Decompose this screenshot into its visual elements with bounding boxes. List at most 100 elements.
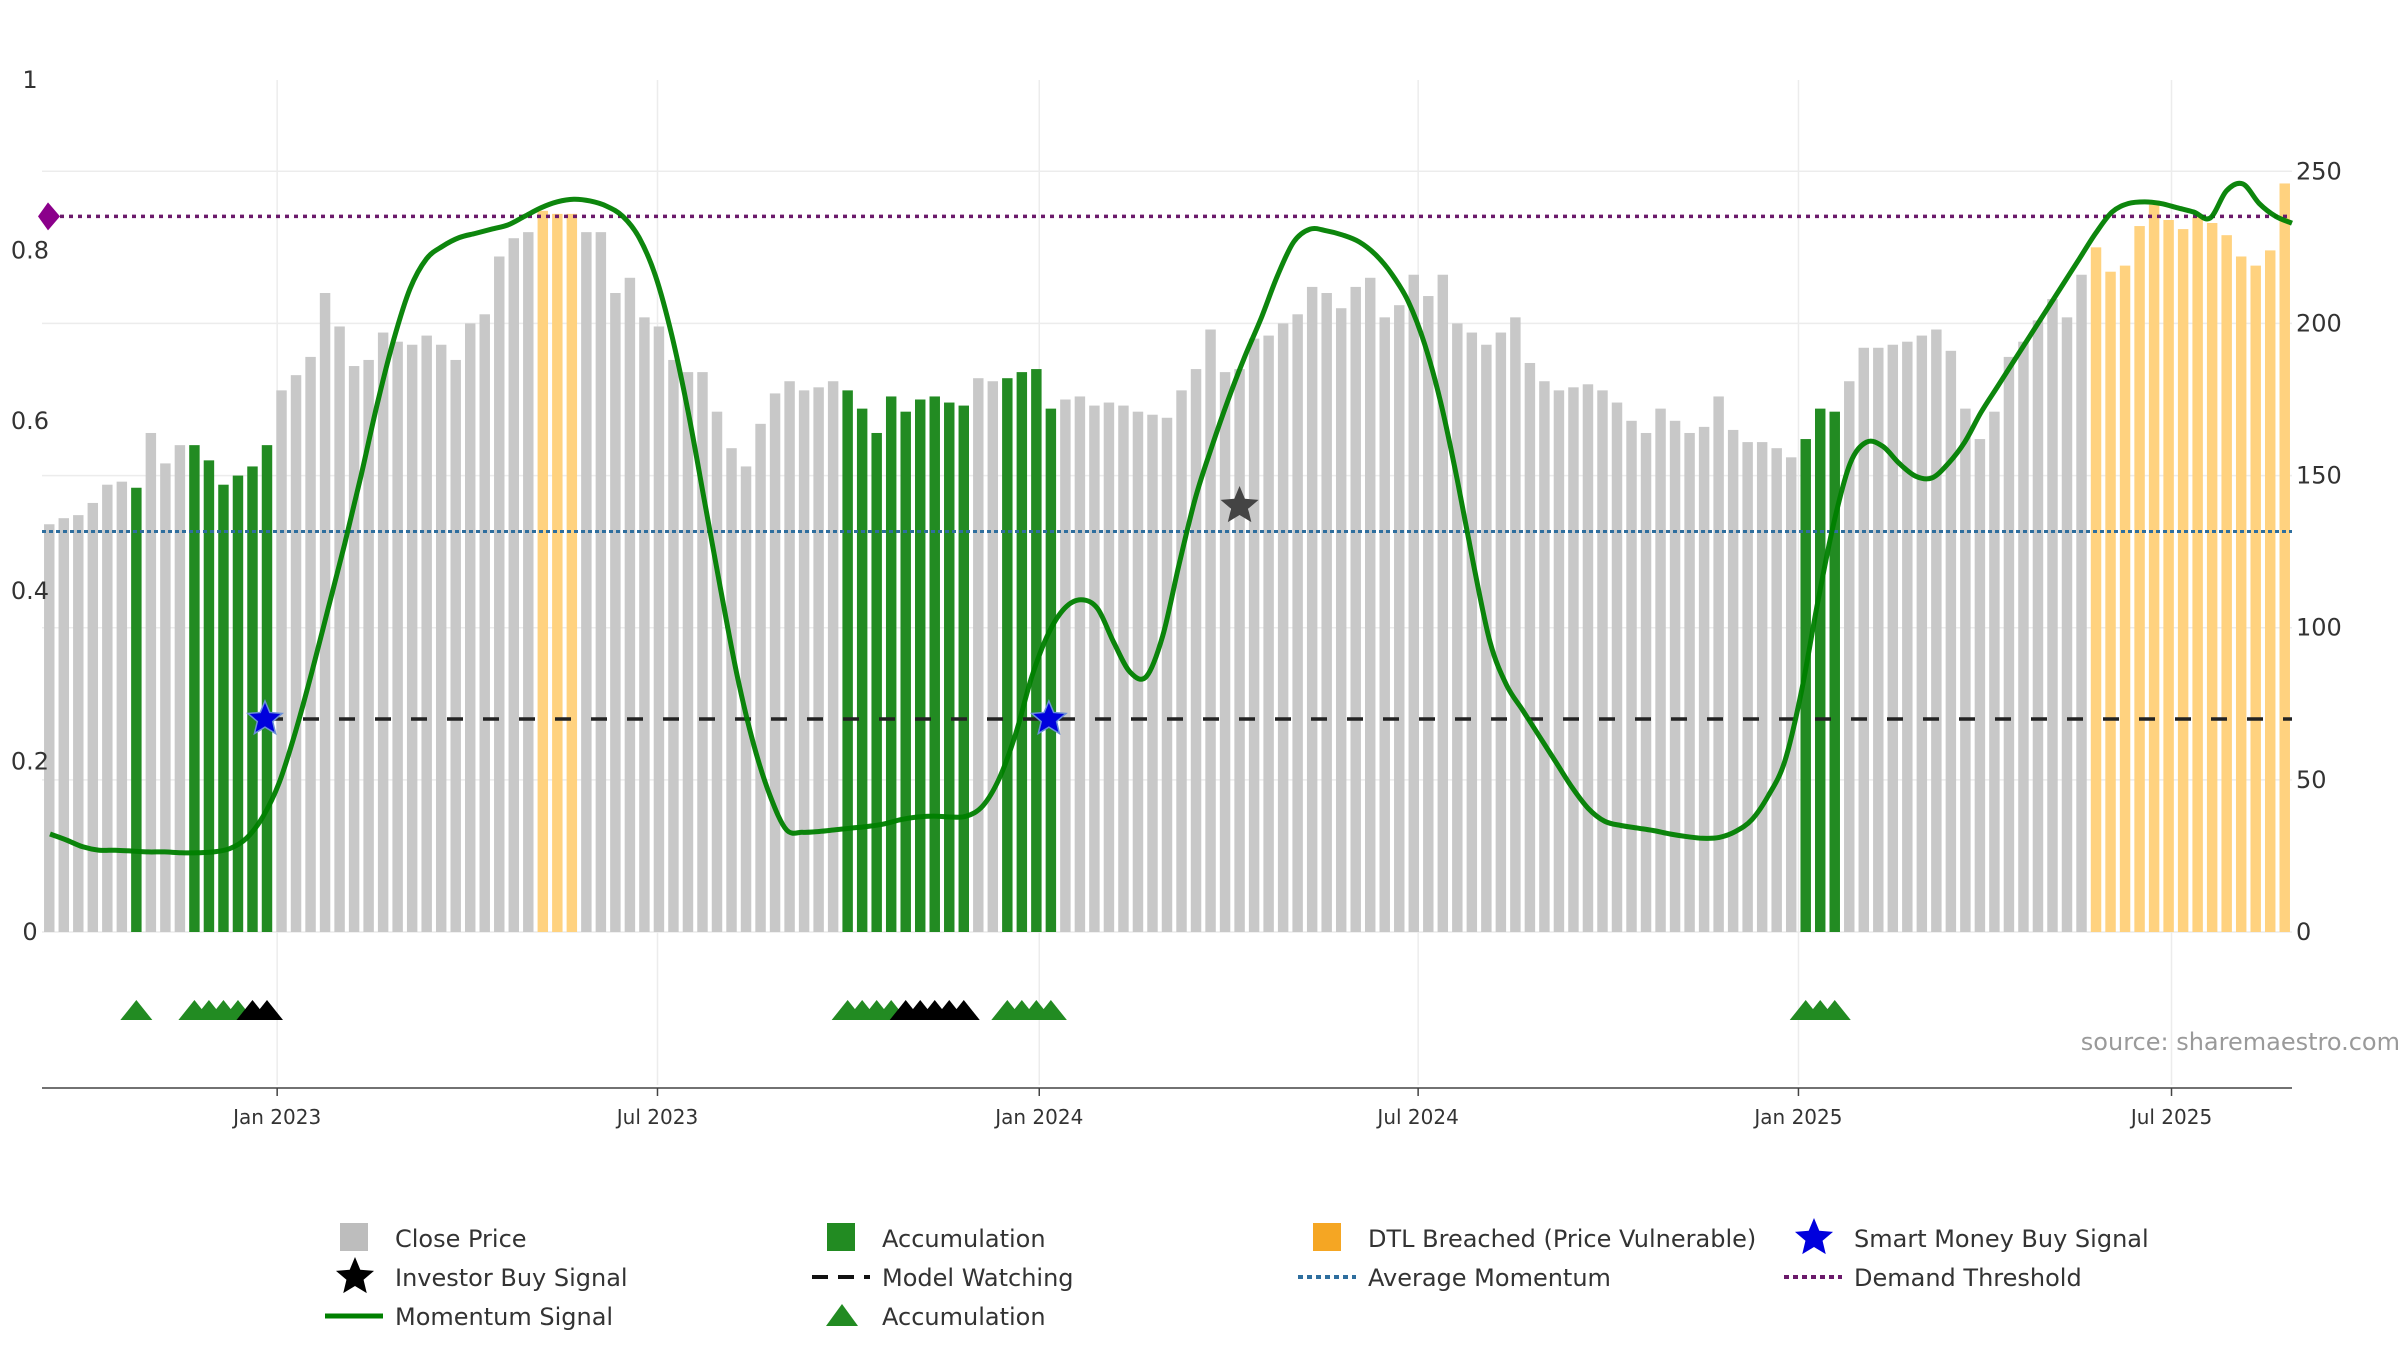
close-price-bar [1844,381,1855,932]
accumulation-bar [900,411,911,933]
close-price-bar [1945,350,1957,932]
legend-label-close-price: Close Price [395,1225,527,1253]
close-price-bar [116,481,128,932]
investor-buy-signal-star [1220,486,1259,523]
close-price-bar [1669,420,1681,932]
y-left-tick-label: 0.6 [11,407,49,435]
legend-label-smart-money: Smart Money Buy Signal [1854,1225,2149,1253]
close-price-bar [1611,402,1623,932]
legend-label-average-momentum: Average Momentum [1368,1264,1611,1292]
close-price-bar [1350,286,1361,932]
close-price-bar [1060,399,1071,932]
close-price-bar [145,432,157,932]
close-price-bar [610,293,621,932]
dtl-breached-bar [552,213,563,932]
y-right-tick-label: 150 [2296,462,2342,490]
close-price-bar [1394,305,1405,933]
close-price-bar [1379,317,1390,932]
dtl-breached-bar [2235,256,2247,932]
close-price-bar [987,381,999,932]
close-price-bar [784,381,795,932]
accumulation-bar [1800,439,1811,932]
close-price-bar [450,359,461,932]
x-tick-label: Jan 2025 [1752,1105,1842,1129]
close-price-bar [1103,402,1115,932]
accumulation-bar [203,460,215,932]
close-price-bar [1437,274,1449,932]
close-price-bar [508,238,519,932]
legend: Close Price Investor Buy Signal Momentum S… [325,1218,2149,1331]
accumulation-triangles [120,1000,1851,1020]
accumulation-triangle-green [120,1000,153,1020]
close-price-bar [174,445,186,932]
smart-money-signal-star [1029,699,1068,736]
close-price-bar [668,359,679,932]
close-price-bar [102,484,113,932]
accumulation-bar [131,487,142,932]
close-price-bar [494,256,505,932]
x-tick-label: Jan 2024 [993,1105,1083,1129]
close-price-bar [1553,390,1565,932]
legend-swatch-dtl [1313,1223,1341,1251]
close-price-bar [1365,277,1376,932]
close-price-bar [2047,299,2058,933]
close-price-bar [290,375,302,933]
close-price-bar [1989,411,2000,933]
close-price-bar [973,378,984,932]
accumulation-triangle-black [947,1000,980,1020]
close-price-bar [711,411,723,933]
reference-lines [38,202,2292,721]
legend-swatch-accumulation [827,1223,855,1251]
close-price-bar [1074,396,1086,932]
close-price-bar [1655,408,1666,933]
close-price-bar [1902,341,1913,933]
accumulation-bar [958,405,969,933]
accumulation-bar [944,402,955,932]
dtl-breached-bar [2192,216,2203,932]
close-price-bar [1219,372,1231,933]
x-tick-label: Jul 2025 [2129,1105,2212,1129]
close-price-bar [2032,320,2044,932]
accumulation-bar [232,475,244,932]
close-price-bar [682,372,694,933]
close-price-bar [740,466,752,932]
momentum-signal-line [49,180,2293,856]
close-price-bar [1452,323,1463,932]
dtl-breached-bar [2206,223,2218,932]
close-price-bar [581,232,592,933]
close-price-bar [465,323,476,932]
close-price-bar [1698,426,1710,932]
legend-label-investor-buy: Investor Buy Signal [395,1264,628,1292]
accumulation-bar [1815,408,1826,933]
accumulation-bar [871,432,882,932]
close-price-bar [1321,293,1332,932]
close-price-bar [1481,344,1492,932]
dtl-breached-bar [2163,219,2174,932]
accumulation-bar [189,445,200,932]
close-price-bar [1756,442,1768,932]
smart-money-signal-star [246,699,284,736]
close-price-bar [1931,329,1942,932]
legend-swatch-accumulation-triangle [826,1304,858,1326]
close-price-bar [1640,432,1652,932]
legend-label-accumulation: Accumulation [882,1225,1046,1253]
legend-label-demand-threshold: Demand Threshold [1854,1264,2082,1292]
close-price-bar [1263,335,1274,933]
legend-label-dtl: DTL Breached (Price Vulnerable) [1368,1225,1756,1253]
close-price-bar [377,332,389,932]
dtl-breached-bar [2119,265,2131,933]
close-price-bar [726,448,737,932]
close-price-bar [595,232,607,933]
close-price-bar [1089,405,1100,933]
momentum-signal-group [49,180,2293,856]
close-price-bar [1771,448,1782,932]
close-price-bar [1335,308,1347,932]
close-price-bar [1568,387,1579,932]
close-price-bar [421,335,432,933]
legend-swatch-smart-money [1794,1218,1834,1255]
close-price-bar [479,314,490,932]
accumulation-bar [1045,408,1057,933]
accumulation-bar [1829,411,1840,933]
close-price-bar [1510,317,1521,932]
